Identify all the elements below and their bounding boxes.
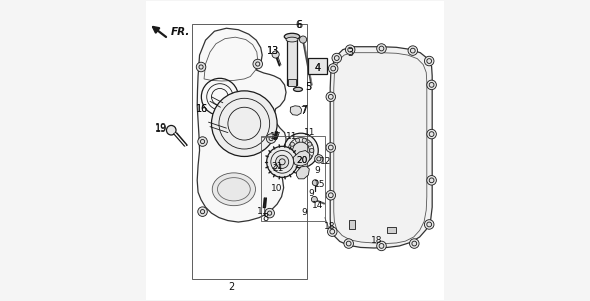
Text: 6: 6 xyxy=(295,20,301,30)
Ellipse shape xyxy=(286,37,298,42)
Text: 20: 20 xyxy=(297,156,308,165)
Text: 7: 7 xyxy=(300,106,306,116)
Circle shape xyxy=(211,91,277,157)
Text: 13: 13 xyxy=(267,45,280,56)
Ellipse shape xyxy=(284,33,300,40)
Circle shape xyxy=(326,92,336,102)
Text: 8: 8 xyxy=(262,213,268,224)
Text: FR.: FR. xyxy=(171,27,191,37)
Text: 13: 13 xyxy=(267,45,280,56)
Circle shape xyxy=(296,138,300,142)
Circle shape xyxy=(424,56,434,66)
Bar xyxy=(288,79,296,86)
Circle shape xyxy=(310,148,314,153)
Bar xyxy=(309,58,327,74)
Text: 3: 3 xyxy=(347,48,353,58)
Text: 7: 7 xyxy=(301,105,307,115)
Circle shape xyxy=(408,46,418,55)
Circle shape xyxy=(302,159,306,163)
Circle shape xyxy=(376,44,386,53)
Circle shape xyxy=(272,51,279,58)
Circle shape xyxy=(276,155,289,168)
Text: 9: 9 xyxy=(314,166,320,175)
Text: 5: 5 xyxy=(305,82,312,92)
Circle shape xyxy=(284,133,318,168)
Circle shape xyxy=(424,220,434,229)
Ellipse shape xyxy=(293,87,303,92)
Text: 10: 10 xyxy=(271,185,283,194)
Bar xyxy=(261,135,325,221)
Circle shape xyxy=(267,146,298,177)
Circle shape xyxy=(345,45,355,54)
Text: 5: 5 xyxy=(305,82,312,92)
Circle shape xyxy=(198,137,207,146)
Text: 16: 16 xyxy=(196,104,208,114)
Text: 15: 15 xyxy=(314,180,326,189)
Circle shape xyxy=(198,207,207,216)
Circle shape xyxy=(332,53,342,63)
Circle shape xyxy=(302,138,306,142)
Circle shape xyxy=(376,241,386,251)
Bar xyxy=(388,228,396,233)
Text: 11: 11 xyxy=(286,132,298,141)
Polygon shape xyxy=(290,106,301,115)
Circle shape xyxy=(344,239,353,248)
Circle shape xyxy=(409,239,419,248)
Text: 6: 6 xyxy=(297,20,303,30)
Text: 18: 18 xyxy=(371,236,383,245)
Circle shape xyxy=(427,80,437,90)
Circle shape xyxy=(312,197,317,202)
Circle shape xyxy=(314,155,323,163)
Text: 14: 14 xyxy=(312,201,323,210)
Text: 2: 2 xyxy=(228,282,234,292)
Text: 11: 11 xyxy=(304,128,315,137)
Text: 19: 19 xyxy=(155,123,167,133)
Bar xyxy=(349,220,355,229)
Circle shape xyxy=(307,142,312,146)
Text: 9: 9 xyxy=(308,189,314,198)
Bar xyxy=(287,37,297,85)
Text: 18: 18 xyxy=(324,222,336,231)
Circle shape xyxy=(312,180,318,186)
Text: 19: 19 xyxy=(155,124,167,134)
Circle shape xyxy=(290,142,294,146)
Text: 9: 9 xyxy=(301,208,307,217)
Text: 4: 4 xyxy=(314,63,320,73)
Circle shape xyxy=(253,59,263,69)
Circle shape xyxy=(427,175,437,185)
Circle shape xyxy=(326,191,336,200)
Circle shape xyxy=(300,36,307,43)
Circle shape xyxy=(290,155,294,159)
Circle shape xyxy=(293,142,309,159)
Circle shape xyxy=(326,143,336,152)
Circle shape xyxy=(329,64,338,73)
Polygon shape xyxy=(293,150,310,166)
Polygon shape xyxy=(297,166,309,179)
Text: 16: 16 xyxy=(196,104,208,114)
Circle shape xyxy=(265,208,274,218)
Circle shape xyxy=(427,129,437,139)
Circle shape xyxy=(307,155,312,159)
Text: 4: 4 xyxy=(314,63,320,73)
Circle shape xyxy=(166,126,176,135)
Bar xyxy=(192,24,307,279)
Circle shape xyxy=(288,148,292,153)
Text: 17: 17 xyxy=(270,132,281,141)
Text: 21: 21 xyxy=(271,163,283,171)
Text: 21: 21 xyxy=(272,164,283,173)
Text: 20: 20 xyxy=(296,157,308,166)
Polygon shape xyxy=(197,28,286,222)
Circle shape xyxy=(196,62,206,72)
Ellipse shape xyxy=(212,173,255,206)
Circle shape xyxy=(266,134,276,143)
Circle shape xyxy=(327,227,337,236)
Polygon shape xyxy=(330,47,432,248)
Text: 11: 11 xyxy=(257,206,268,216)
Circle shape xyxy=(296,159,300,163)
Text: 12: 12 xyxy=(320,157,332,166)
